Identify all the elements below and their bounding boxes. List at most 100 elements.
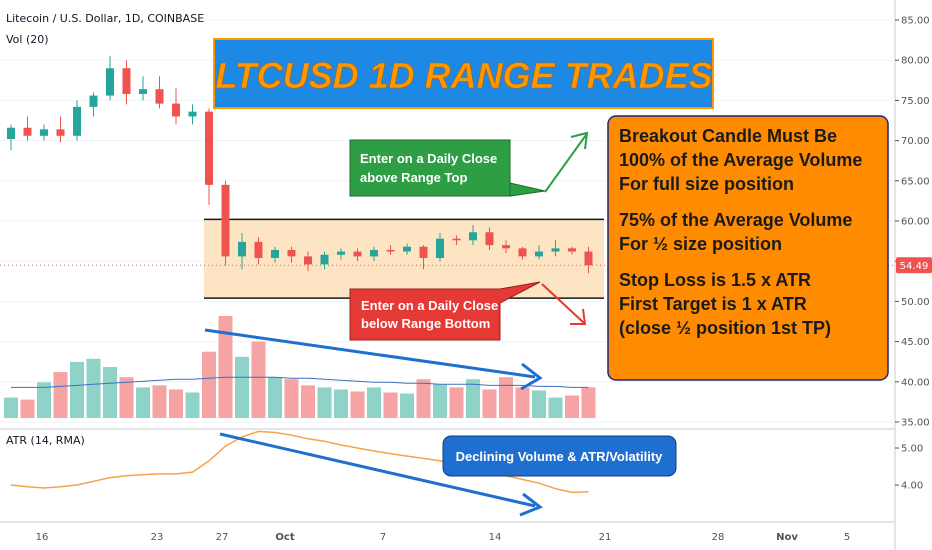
candle-body	[419, 246, 428, 258]
short-entry-line2: below Range Bottom	[361, 316, 490, 331]
declining-box[interactable]	[442, 435, 677, 477]
candle-body	[535, 251, 543, 257]
volume-bar	[235, 356, 249, 418]
price-tick-label: 40.00	[901, 377, 930, 388]
price-tick-label: 35.00	[901, 418, 930, 429]
price-tick-label: 80.00	[901, 56, 930, 67]
price-tick-label: 85.00	[901, 16, 930, 27]
long-arrow-head	[570, 131, 589, 150]
declining-text: Declining Volume & ATR/Volatility	[456, 449, 664, 464]
volume-legend[interactable]: Vol (20)	[6, 33, 49, 46]
last-price-label: 54.49	[900, 261, 929, 272]
price-tick-label: 60.00	[901, 217, 930, 228]
candle	[56, 116, 65, 143]
candle-body	[89, 95, 98, 107]
last-price-badge-bg	[896, 257, 932, 274]
candle	[205, 108, 213, 205]
volume-bar	[4, 397, 18, 418]
time-tick-label: 16	[36, 532, 49, 543]
volume-bar	[334, 389, 348, 418]
price-tick-label: 45.00	[901, 337, 930, 348]
candle	[584, 246, 593, 274]
candle-body	[502, 245, 510, 249]
candle-body	[370, 249, 378, 257]
short-entry-line1: Enter on a Daily Close	[361, 298, 498, 313]
candle-body	[304, 256, 312, 265]
volume-bar	[136, 387, 150, 418]
title-text: LTCUSD 1D RANGE TRADES	[215, 55, 712, 96]
volume-bar	[169, 389, 183, 418]
candle	[221, 180, 230, 266]
volume-bar	[482, 389, 497, 418]
candle-body	[568, 248, 576, 252]
volume-bar	[103, 367, 117, 418]
candle	[254, 237, 263, 265]
candle	[238, 233, 246, 270]
candle	[304, 251, 312, 271]
volume-bar	[400, 393, 414, 418]
volume-bar	[284, 379, 299, 418]
candle-body	[485, 232, 494, 246]
title-banner[interactable]	[213, 38, 714, 109]
candle	[568, 246, 576, 255]
candle	[469, 225, 477, 246]
atr-axis[interactable]: 5.00 4.00	[895, 444, 923, 492]
short-entry-callout[interactable]	[349, 281, 541, 341]
long-arrow-shaft	[544, 134, 587, 193]
candle	[551, 240, 560, 257]
rule-line: For full size position	[619, 174, 794, 194]
volume-bar	[466, 379, 480, 418]
volume-bar	[499, 377, 513, 418]
volume-bar	[433, 384, 447, 418]
volume-bars	[4, 316, 596, 418]
rules-box[interactable]	[607, 115, 889, 381]
candle	[370, 246, 378, 262]
price-axis[interactable]: 85.0080.0075.0070.0065.0060.0055.0050.00…	[895, 16, 930, 429]
candle	[73, 100, 81, 141]
candle-body	[40, 129, 48, 136]
candle	[386, 245, 395, 255]
last-price-badge: 54.49	[896, 257, 932, 274]
candle-body	[106, 68, 114, 96]
candle	[172, 88, 180, 125]
symbol-legend[interactable]: Litecoin / U.S. Dollar, 1D, COINBASE	[6, 12, 204, 25]
candle-body	[403, 246, 411, 252]
candle	[535, 245, 543, 260]
candle-body	[188, 111, 197, 117]
time-axis[interactable]: 16 23 27 Oct 7 14 21 28 Nov 5	[36, 532, 851, 543]
candle-body	[436, 238, 444, 258]
volume-bar	[449, 387, 464, 418]
candle-body	[584, 251, 593, 266]
volume-bar	[565, 395, 579, 418]
time-tick-label: 27	[216, 532, 229, 543]
range-box[interactable]	[204, 219, 604, 299]
candle	[518, 246, 527, 260]
price-tick-label: 50.00	[901, 297, 930, 308]
short-arrow-shaft	[541, 283, 585, 324]
candle	[337, 248, 345, 260]
candle-body	[353, 251, 362, 257]
volume-bar	[383, 392, 398, 418]
candle-body	[56, 129, 65, 136]
volume-bar	[317, 387, 332, 418]
volume-bar	[152, 385, 167, 418]
volume-decline-arrow	[204, 328, 536, 379]
candle	[320, 251, 329, 270]
rules-text: Breakout Candle Must Be 100% of the Avera…	[619, 126, 862, 338]
long-entry-callout[interactable]	[349, 139, 546, 197]
time-tick-label: Oct	[275, 532, 294, 543]
candle	[403, 243, 411, 255]
atr-legend[interactable]: ATR (14, RMA)	[6, 434, 85, 447]
volume-bar	[37, 382, 51, 418]
price-tick-label: 65.00	[901, 176, 930, 187]
candle-body	[205, 111, 213, 185]
candle-body	[23, 127, 32, 136]
candle	[188, 104, 197, 125]
candle	[89, 92, 98, 117]
volume-bar	[367, 387, 381, 418]
candle	[502, 240, 510, 254]
rule-line: Breakout Candle Must Be	[619, 126, 837, 146]
candle	[23, 116, 32, 141]
